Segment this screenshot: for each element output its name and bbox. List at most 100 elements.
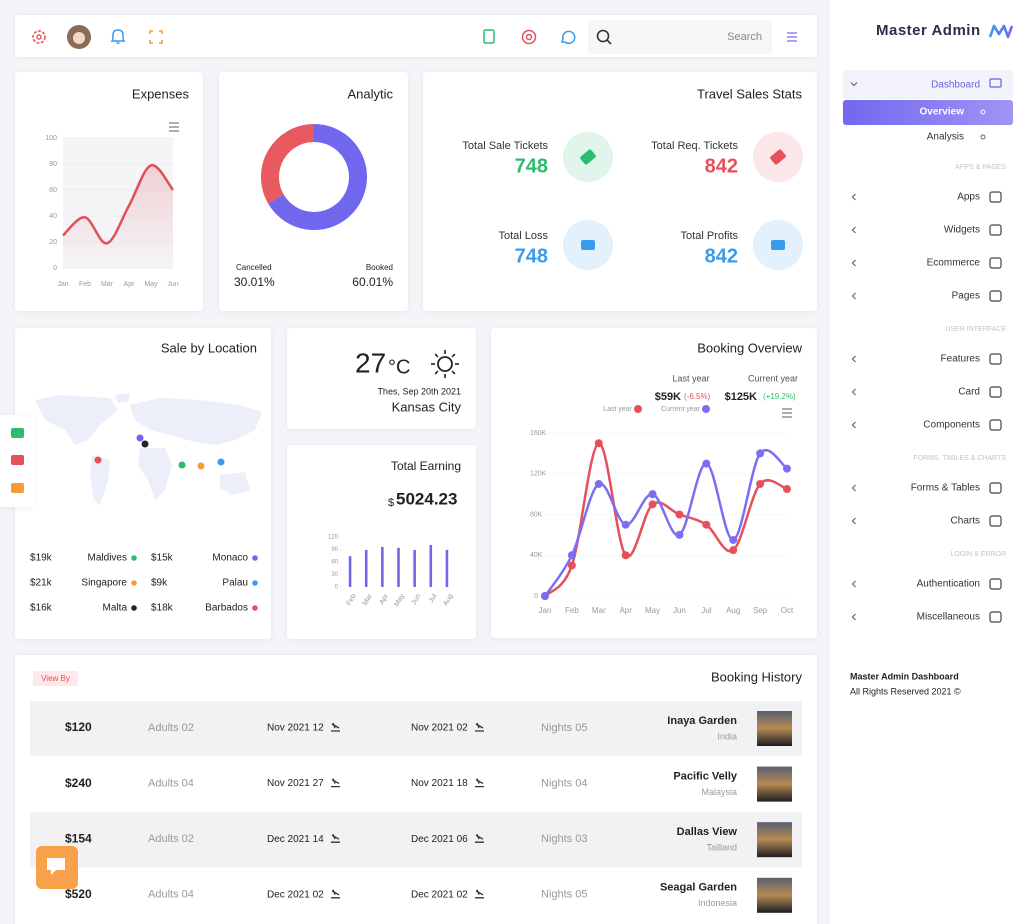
- menu-item-hit[interactable]: [843, 282, 1013, 310]
- price: $120: [65, 720, 92, 734]
- card-title: Sale by Location: [161, 340, 257, 355]
- sun-ray: [434, 353, 439, 358]
- menu-item-icon: [989, 515, 1002, 527]
- row-background: [30, 701, 802, 756]
- x-tick-label: Aug: [726, 606, 740, 615]
- menu-item-icon: [989, 224, 1002, 236]
- x-tick-label: Jul: [428, 593, 439, 605]
- donut-segment: [268, 124, 367, 230]
- location-name: Palau: [222, 578, 248, 589]
- legend-marker: [634, 405, 642, 413]
- chevron: [851, 259, 856, 267]
- y-tick-label: 80K: [530, 511, 543, 518]
- map-land: [35, 395, 118, 445]
- y-tick-label: 40: [49, 213, 57, 220]
- menu-item-hit[interactable]: [843, 507, 1013, 535]
- y-tick-label: 60: [331, 560, 338, 566]
- side-tool[interactable]: [11, 483, 24, 493]
- card-title: Total Earning: [391, 459, 461, 473]
- location-name: Monaco: [212, 553, 248, 564]
- settings-icon-core: [36, 34, 42, 40]
- location-value: $15k: [151, 553, 174, 564]
- legend-label: Cancelled: [236, 263, 272, 272]
- weather-city: Kansas City: [392, 399, 462, 414]
- submenu-dot: [980, 109, 986, 115]
- menu-item-hit[interactable]: [843, 183, 1013, 211]
- menu-item: Miscellaneous: [917, 612, 980, 623]
- check-in: Dec 2021 14: [267, 834, 324, 845]
- price: $520: [65, 887, 92, 901]
- mention-icon[interactable]: [521, 29, 537, 45]
- line: [543, 449, 788, 597]
- menu-item-hit[interactable]: [843, 603, 1013, 631]
- hotel-thumbnail: [757, 877, 792, 913]
- y-tick-label: 40K: [530, 552, 543, 559]
- menu-item-hit[interactable]: [843, 249, 1013, 277]
- bar: [445, 549, 449, 587]
- point: [702, 459, 711, 468]
- menu-item-hit[interactable]: [843, 411, 1013, 439]
- stat-icon: [581, 240, 595, 250]
- search-box[interactable]: [588, 20, 772, 54]
- side-tool[interactable]: [11, 455, 24, 465]
- price: $240: [65, 776, 92, 790]
- card: [287, 445, 476, 639]
- bell-icon[interactable]: [110, 29, 126, 44]
- map-marker: [217, 458, 225, 466]
- menu-active[interactable]: [843, 100, 1013, 125]
- point: [567, 561, 576, 570]
- side-tool[interactable]: [11, 428, 24, 438]
- y-tick-label: 120: [328, 535, 339, 541]
- menu-item: Apps: [957, 192, 980, 203]
- plane-icon: [331, 889, 340, 899]
- y-tick-label: 100: [45, 135, 57, 142]
- card: [423, 72, 817, 311]
- y-tick-label: 0: [335, 585, 339, 591]
- chevron: [850, 82, 858, 87]
- menu-dashboard-bg[interactable]: [843, 70, 1013, 99]
- chevron: [851, 484, 856, 492]
- chat-icon[interactable]: [560, 30, 576, 45]
- menu-item-hit[interactable]: [843, 570, 1013, 598]
- location-dot: [252, 605, 258, 611]
- menu-item-hit[interactable]: [843, 378, 1013, 406]
- location-dot: [131, 555, 137, 561]
- x-tick-label: Apr: [619, 606, 632, 615]
- menu-item-hit[interactable]: [843, 345, 1013, 373]
- chevron: [851, 613, 856, 621]
- stat-icon: [770, 149, 786, 165]
- point: [675, 510, 684, 519]
- x-tick-label: Jul: [701, 606, 711, 615]
- line: [62, 164, 175, 245]
- map-land: [220, 472, 250, 495]
- clipboard-icon[interactable]: [483, 29, 495, 44]
- filter-button[interactable]: [33, 671, 78, 686]
- bar: [364, 549, 368, 587]
- plane-icon: [331, 778, 340, 788]
- point: [729, 546, 738, 555]
- check-in: Nov 2021 12: [267, 723, 324, 734]
- map-marker: [178, 461, 186, 469]
- menu-item: Ecommerce: [927, 258, 981, 269]
- search-icon: [596, 29, 610, 43]
- settings-icon[interactable]: [32, 30, 46, 44]
- menu-item-icon: [989, 611, 1002, 623]
- point: [756, 479, 765, 488]
- plane-icon: [475, 778, 484, 788]
- y-tick-label: 0: [534, 593, 538, 600]
- check-in: Dec 2021 02: [267, 889, 324, 900]
- chat-button-icon: [47, 858, 65, 875]
- point: [783, 464, 791, 473]
- y-tick-label: 20: [49, 239, 57, 246]
- temperature-unit: °C: [388, 356, 410, 378]
- menu-item: Authentication: [917, 579, 980, 590]
- location-name: Malta: [103, 603, 128, 614]
- point: [756, 449, 765, 458]
- menu-item-hit[interactable]: [843, 216, 1013, 244]
- legend-marker: [702, 405, 710, 413]
- point: [594, 439, 603, 448]
- card: [287, 328, 476, 429]
- map-land: [138, 448, 172, 500]
- menu-item-hit[interactable]: [843, 474, 1013, 502]
- fullscreen-icon[interactable]: [149, 30, 163, 44]
